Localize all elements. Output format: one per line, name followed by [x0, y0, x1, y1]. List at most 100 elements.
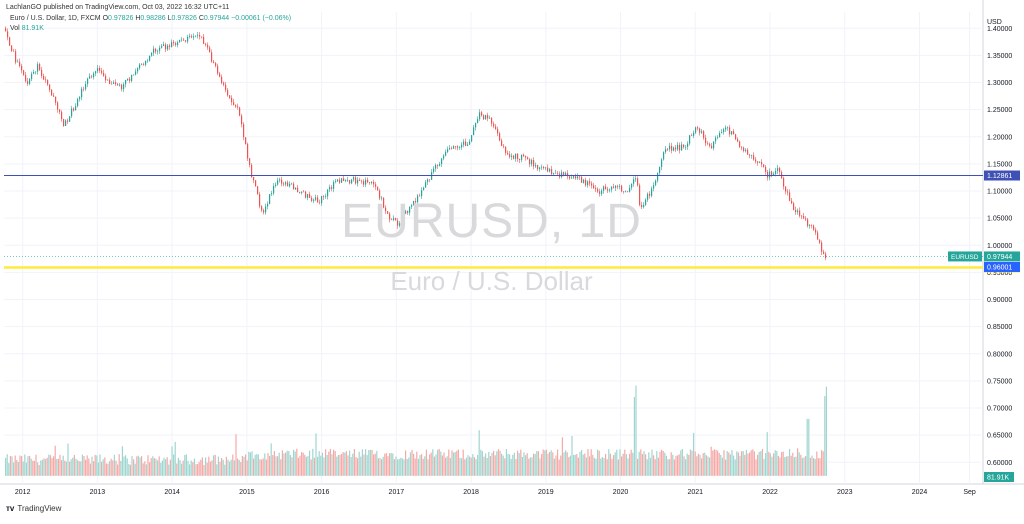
- candle-body: [413, 200, 415, 206]
- symbol-tag-text: EURUSD: [951, 254, 979, 261]
- candle-body: [665, 149, 667, 153]
- candle-body: [31, 73, 33, 80]
- volume-bar: [131, 456, 133, 476]
- volume-bar: [285, 452, 287, 476]
- candle-body: [681, 144, 683, 151]
- candle-body: [483, 115, 485, 120]
- candle-body: [609, 189, 611, 191]
- volume-bar: [213, 455, 215, 476]
- candle-body: [245, 137, 247, 145]
- candle-body: [247, 144, 249, 159]
- volume-bar: [792, 452, 794, 476]
- volume-bar: [526, 453, 528, 476]
- volume-bar: [611, 458, 613, 476]
- candle-body: [57, 102, 59, 110]
- candle-body: [727, 127, 729, 129]
- volume-bar: [576, 454, 578, 476]
- volume-bar: [429, 454, 431, 476]
- candle-body: [205, 43, 207, 45]
- volume-bar: [233, 460, 235, 476]
- candle-body: [355, 177, 357, 184]
- volume-bar: [142, 463, 144, 476]
- volume-bar: [753, 451, 755, 476]
- y-tick-label: 0.65000: [987, 433, 1012, 440]
- volume-bar: [443, 452, 445, 476]
- volume-bar: [136, 456, 138, 476]
- footer-brand[interactable]: ᴛᴠ TradingView: [6, 504, 61, 513]
- candle-body: [43, 75, 45, 80]
- volume-bar: [195, 464, 197, 476]
- volume-bar: [369, 449, 371, 476]
- volume-bar: [253, 458, 255, 476]
- candle-body: [35, 71, 37, 73]
- candle-body: [155, 48, 157, 52]
- candle-body: [805, 218, 807, 220]
- candle-body: [699, 128, 701, 133]
- candle-body: [823, 251, 825, 254]
- volume-bar: [48, 454, 50, 476]
- candle-body: [759, 161, 761, 163]
- volume-bar: [89, 463, 91, 476]
- candle-body: [279, 179, 281, 181]
- volume-bar: [763, 458, 765, 476]
- candle-body: [783, 178, 785, 187]
- volume-bar: [185, 454, 187, 476]
- candle-body: [581, 176, 583, 183]
- volume-bar: [137, 455, 139, 476]
- volume-bar: [123, 456, 125, 476]
- candle-body: [543, 166, 545, 168]
- volume-bar: [597, 449, 599, 476]
- volume-bar: [30, 458, 32, 476]
- volume-bar: [177, 457, 179, 476]
- volume-bar: [427, 459, 429, 476]
- volume-bar: [489, 456, 491, 476]
- candle-body: [703, 131, 705, 138]
- candle-body: [785, 186, 787, 192]
- volume-bar: [96, 455, 98, 476]
- volume-bar: [662, 451, 664, 476]
- candle-body: [45, 79, 47, 81]
- volume-bar: [451, 450, 453, 476]
- y-tick-label: 1.20000: [987, 134, 1012, 141]
- candle-body: [617, 185, 619, 187]
- candle-body: [325, 196, 327, 197]
- candle-body: [567, 172, 569, 177]
- candle-body: [739, 141, 741, 147]
- volume-bar: [776, 450, 778, 476]
- candle-body: [725, 127, 727, 130]
- volume-bar: [278, 452, 280, 476]
- volume-bar: [697, 453, 699, 476]
- volume-bar: [785, 456, 787, 476]
- candle-body: [525, 156, 527, 158]
- candle-body: [323, 196, 325, 197]
- volume-bar: [709, 457, 711, 476]
- volume-bar: [353, 449, 355, 476]
- candle-body: [213, 61, 215, 64]
- candle-body: [161, 46, 163, 48]
- volume-bar: [69, 461, 71, 476]
- volume-bar: [411, 449, 413, 476]
- candle-body: [21, 66, 23, 71]
- volume-bar: [6, 454, 8, 476]
- candle-body: [125, 79, 127, 85]
- volume-bar: [17, 461, 19, 476]
- volume-bar: [78, 461, 80, 476]
- candle-body: [515, 153, 517, 159]
- volume-bar: [349, 450, 351, 476]
- candle-body: [143, 64, 145, 65]
- candle-body: [473, 127, 475, 136]
- candle-body: [283, 183, 285, 185]
- candle-body: [775, 171, 777, 174]
- volume-bar: [35, 454, 37, 476]
- candle-body: [535, 165, 537, 167]
- volume-bar: [678, 454, 680, 476]
- candle-body: [627, 191, 629, 193]
- candle-body: [733, 131, 735, 135]
- candle-body: [453, 146, 455, 149]
- volume-label: Vol: [10, 25, 20, 32]
- candle-body: [41, 69, 43, 76]
- volume-bar: [248, 451, 250, 476]
- candle-body: [513, 155, 515, 159]
- candle-body: [167, 45, 169, 50]
